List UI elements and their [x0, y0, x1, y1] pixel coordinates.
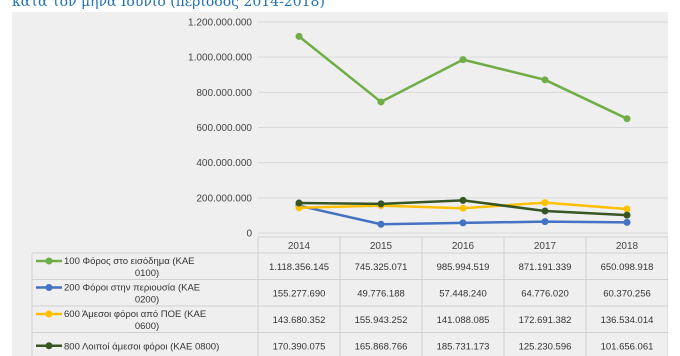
table-cell-value: 650.098.918 [601, 262, 654, 273]
data-point [459, 219, 467, 227]
series-name: 0100) [135, 268, 159, 279]
legend-key-marker [45, 342, 53, 350]
chart-caption: κατά τον μήνα Ιούνιο (περίοδος 2014-2018… [12, 0, 325, 10]
x-tick-label: 2015 [370, 241, 393, 252]
legend-key-marker [45, 284, 53, 291]
data-point [377, 220, 385, 228]
line-chart-with-data-table: 0 200.000.000 400.000.000 600.000.000 800.00… [31, 18, 668, 356]
table-cell-value: 871.191.339 [519, 262, 572, 273]
y-tick-label: 200.000.000 [196, 193, 252, 204]
table-cell-value: 185.731.173 [437, 341, 490, 352]
table-cell-value: 49.776.188 [357, 288, 405, 299]
table-cell-value: 165.868.766 [355, 341, 408, 352]
data-point [459, 56, 467, 64]
y-tick-label: 400.000.000 [196, 158, 252, 169]
x-tick-label: 2017 [534, 241, 557, 252]
x-tick-label: 2018 [616, 241, 639, 252]
data-point [295, 32, 303, 40]
series-name: 0600) [135, 321, 159, 332]
y-tick-label: 600.000.000 [196, 123, 252, 134]
series-name: 600 Άμεσοι φόροι από ΠΟΕ (ΚΑΕ [64, 309, 206, 320]
table-cell-value: 170.390.075 [273, 341, 326, 352]
y-tick-label: 0 [246, 229, 252, 240]
table-cell-value: 172.691.382 [519, 315, 572, 326]
table-cell-value: 155.277.690 [273, 288, 326, 299]
data-point [623, 211, 631, 219]
table-cell-value: 155.943.252 [355, 315, 408, 326]
table-cell-value: 985.994.519 [437, 262, 490, 273]
data-point [623, 115, 631, 123]
data-point [623, 205, 631, 213]
series-name: 0200) [135, 295, 159, 306]
data-point [459, 204, 467, 212]
table-cell-value: 745.325.071 [355, 262, 408, 273]
table-cell-value: 1.118.356.145 [269, 262, 329, 273]
data-point [377, 98, 385, 106]
data-point [295, 199, 303, 207]
table-cell-value: 143.680.352 [273, 315, 326, 326]
legend-key-marker [45, 310, 53, 318]
table-cell-value: 141.088.085 [437, 315, 490, 326]
y-tick-label: 800.000.000 [196, 88, 252, 99]
data-point [541, 199, 549, 207]
table-cell-value: 125.230.596 [519, 341, 572, 352]
data-point [377, 200, 385, 208]
legend-key-marker [45, 257, 53, 265]
y-tick-label: 1.000.000.000 [188, 53, 252, 64]
series-name: 800 Λοιποί άμεσοι φόροι (ΚΑΕ 0800) [64, 341, 219, 352]
x-tick-label: 2016 [452, 241, 475, 252]
data-point [541, 207, 549, 215]
x-tick-label: 2014 [288, 241, 311, 252]
table-cell-value: 136.534.014 [601, 315, 654, 326]
data-point [459, 196, 467, 204]
series-name: 100 Φόρος στο εισόδημα (ΚΑΕ [64, 256, 195, 267]
table-cell-value: 60.370.256 [603, 288, 651, 299]
data-point [541, 76, 549, 84]
table-cell-value: 101.656.061 [601, 341, 654, 352]
series-name: 200 Φόροι στην περιουσία (ΚΑΕ [64, 283, 200, 294]
chart-panel: 0 200.000.000 400.000.000 600.000.000 800.00… [12, 12, 668, 356]
table-cell-value: 64.776.020 [521, 288, 569, 299]
table-cell-value: 57.448.240 [439, 288, 487, 299]
data-point [623, 218, 631, 226]
series-line [298, 35, 628, 120]
data-point [541, 218, 549, 226]
y-tick-label: 1.200.000.000 [188, 18, 252, 29]
